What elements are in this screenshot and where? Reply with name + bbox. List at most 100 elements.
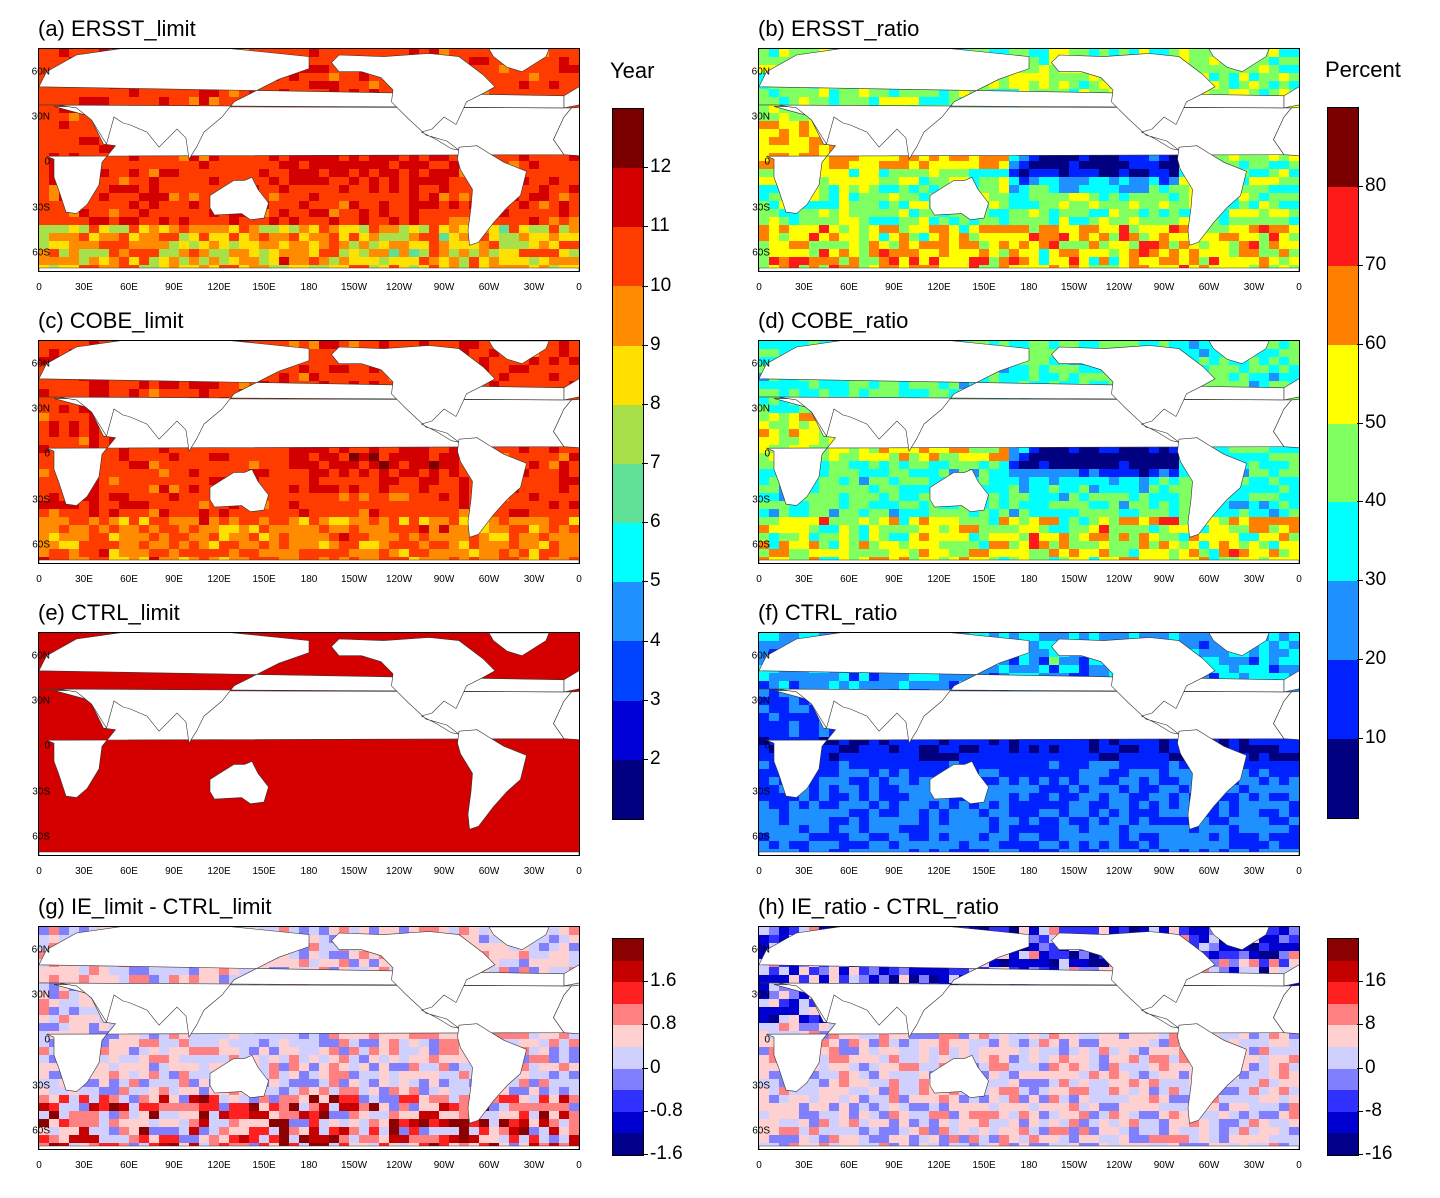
panel-title: (h) IE_ratio - CTRL_ratio (758, 894, 999, 919)
south-america-landmass (1177, 145, 1247, 246)
colorbar-segment (1328, 1111, 1358, 1134)
colorbar-tick-label: 60 (1365, 332, 1387, 354)
map-plot-area (38, 632, 580, 856)
lon-tick-label: 30W (1243, 574, 1265, 585)
lon-tick-label: 60W (1198, 282, 1220, 293)
lon-tick-label: 90E (885, 574, 903, 585)
lon-tick-label: 30E (75, 866, 93, 877)
africa-landmass (46, 690, 573, 798)
map-plot-area (758, 926, 1300, 1150)
colorbar-title: Year (610, 58, 655, 83)
lon-tick-label: 0 (576, 866, 582, 877)
lon-tick-label: 90E (165, 574, 183, 585)
lon-tick-label: 60E (840, 282, 858, 293)
colorbar-tick-mark (1357, 1110, 1363, 1112)
lat-tick-label: 60S (752, 539, 770, 551)
colorbar-segment (613, 982, 643, 1004)
africa-landmass-wrap (553, 107, 579, 157)
colorbar-tick-mark (642, 285, 648, 287)
colorbar-tick-mark (642, 463, 648, 464)
panel-title: (b) ERSST_ratio (758, 16, 920, 41)
lon-tick-label: 150E (252, 574, 276, 585)
lat-tick-label: 60S (32, 831, 50, 843)
lon-tick-label: 150W (1060, 574, 1088, 585)
antarctica-landmass (39, 851, 579, 855)
eurasia-landmass (759, 633, 1285, 745)
lon-tick-label: 180 (300, 574, 318, 585)
colorbar-segment (613, 960, 643, 983)
africa-landmass (46, 398, 573, 506)
lon-tick-label: 0 (1296, 866, 1302, 877)
south-america-landmass (457, 437, 527, 538)
eurasia-landmass (759, 49, 1285, 161)
lon-tick-label: 90W (1153, 574, 1175, 585)
africa-landmass-wrap (553, 985, 579, 1035)
lon-tick-label: 30E (795, 1160, 813, 1171)
greenland-landmass (488, 633, 550, 657)
lon-tick-label: 150E (972, 574, 996, 585)
colorbar-tick-label: 50 (1365, 411, 1387, 433)
eurasia-landmass-wrap (563, 378, 579, 401)
lon-tick-label: 120E (207, 866, 231, 877)
colorbar-tick-mark (1357, 1067, 1363, 1069)
colorbar-segment (1328, 739, 1358, 818)
lon-tick-label: 60W (478, 1160, 500, 1171)
lon-tick-label: 0 (36, 574, 42, 585)
lon-tick-label: 90E (885, 1160, 903, 1171)
lon-tick-label: 30W (523, 866, 545, 877)
colorbar-tick-label: 8 (650, 392, 661, 414)
australia-landmass (209, 469, 269, 513)
colorbar-tick-mark (1357, 580, 1363, 582)
lat-tick-label: 0 (44, 740, 50, 752)
lon-tick-label: 180 (1020, 866, 1038, 877)
colorbar-segment (613, 1068, 643, 1091)
colorbar-tick-mark (1357, 659, 1363, 661)
eurasia-landmass (39, 49, 565, 161)
lat-tick-label: 60N (31, 358, 50, 370)
lon-tick-label: 120E (927, 1160, 951, 1171)
lon-tick-label: 120E (207, 282, 231, 293)
lon-tick-label: 0 (756, 282, 762, 293)
lat-tick-label: 30N (751, 989, 770, 1001)
australia-landmass (209, 1055, 269, 1099)
africa-landmass (766, 106, 1293, 214)
lat-tick-label: 60S (752, 831, 770, 843)
colorbar-tick-label: -1.6 (650, 1143, 683, 1164)
colorbar-tick-label: 4 (650, 629, 661, 651)
lat-tick-label: 60N (751, 66, 770, 78)
south-america-landmass (457, 1023, 527, 1124)
lon-tick-label: 30W (523, 1160, 545, 1171)
lon-tick-label: 30W (1243, 866, 1265, 877)
lat-tick-label: 30N (751, 111, 770, 123)
colorbar-segment (613, 109, 643, 169)
africa-landmass-wrap (553, 691, 579, 741)
colorbar-segment (613, 345, 643, 405)
colorbar-segment (1328, 1068, 1358, 1091)
lat-tick-label: 30N (31, 695, 50, 707)
colorbar-swatches (1327, 938, 1359, 1156)
australia-landmass (929, 761, 989, 805)
lon-tick-label: 0 (1296, 574, 1302, 585)
colorbar-tick-mark (1357, 185, 1363, 187)
lon-tick-label: 90W (1153, 282, 1175, 293)
colorbar-segment (1328, 344, 1358, 424)
lon-tick-label: 30W (523, 282, 545, 293)
lon-tick-label: 120W (385, 574, 413, 585)
south-america-landmass (1177, 729, 1247, 830)
africa-landmass (766, 398, 1293, 506)
north-america-landmass (1051, 637, 1216, 735)
antarctica-landmass (39, 559, 579, 563)
lat-tick-label: 30N (751, 403, 770, 415)
north-america-landmass (331, 637, 496, 735)
lat-tick-label: 30S (32, 786, 50, 798)
colorbar-tick-label: 0 (650, 1056, 661, 1078)
eurasia-landmass (759, 341, 1285, 453)
north-america-landmass (331, 53, 496, 151)
colorbar-tick-mark (642, 1154, 648, 1155)
colorbar-tick-mark (642, 1067, 648, 1069)
lat-tick-label: 30S (752, 786, 770, 798)
colorbar-tick-mark (642, 344, 648, 346)
lon-tick-label: 60W (1198, 574, 1220, 585)
lon-tick-label: 30E (75, 1160, 93, 1171)
lon-tick-label: 180 (1020, 1160, 1038, 1171)
